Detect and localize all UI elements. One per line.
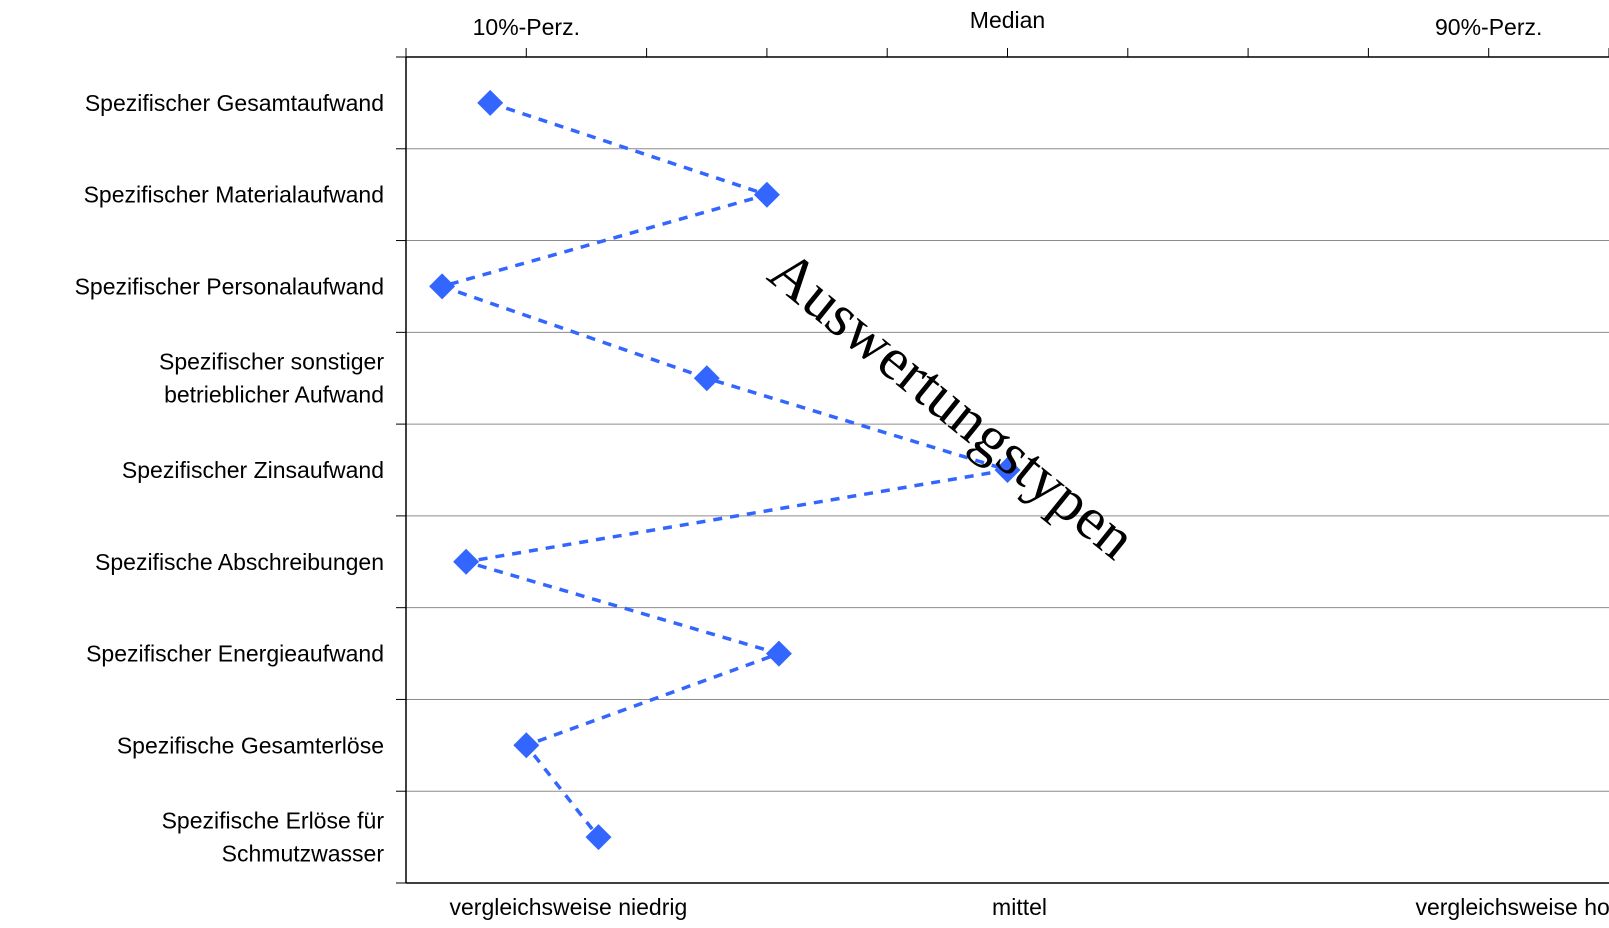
top-axis-label: Median [970,7,1045,33]
bottom-axis-labels: vergleichsweise niedrig mittel vergleichsw… [450,894,1609,920]
category-label: Spezifische Gesamterlöse [117,732,384,758]
category-label: Spezifischer Materialaufwand [84,182,384,208]
category-label: Spezifische Erlöse für [162,808,385,834]
data-point-4 [994,457,1021,483]
data-markers [429,89,1021,851]
bottom-axis-label: vergleichsweise niedrig [450,894,688,920]
bottom-axis-label: mittel [992,894,1047,920]
category-label: Spezifischer Personalaufwand [75,273,384,299]
data-point-3 [693,365,720,392]
data-point-8 [585,824,612,851]
category-label: Spezifischer Gesamtaufwand [85,90,384,116]
gridlines [406,148,1609,792]
data-point-6 [765,640,792,667]
top-axis-label: 10%-Perz. [473,14,580,40]
bottom-axis-label: vergleichsweise hoch [1415,894,1609,920]
category-label: betrieblicher Aufwand [164,382,384,408]
category-label: Spezifischer sonstiger [159,349,384,375]
data-point-0 [477,89,504,116]
data-point-5 [453,548,480,575]
data-point-7 [513,732,540,759]
data-point-2 [429,273,456,300]
axes [396,48,1609,884]
category-label: Spezifische Abschreibungen [95,549,384,575]
category-labels: Spezifischer Gesamtaufwand Spezifischer M… [75,90,385,867]
data-point-1 [753,181,780,208]
watermark: Auswertungstypen [757,237,1148,571]
category-label: Spezifischer Zinsaufwand [122,457,384,483]
category-label: Schmutzwasser [222,841,385,867]
series-line-path [436,101,1009,839]
category-label: Spezifischer Energieaufwand [86,641,384,667]
series-line [436,101,1009,839]
top-axis-labels: 10%-Perz. Median 90%-Perz. [473,7,1543,40]
top-axis-label: 90%-Perz. [1435,14,1542,40]
watermark-text: Auswertungstypen [757,237,1148,571]
